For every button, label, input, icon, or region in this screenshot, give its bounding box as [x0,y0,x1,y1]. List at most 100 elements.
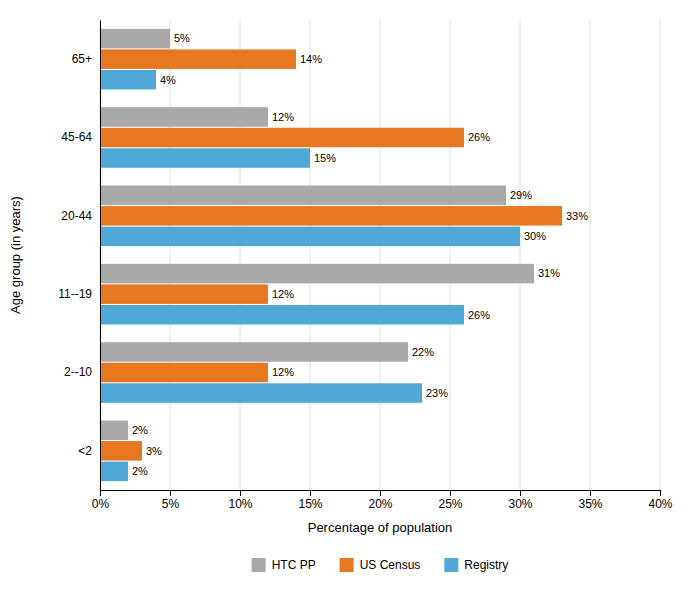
bar [100,70,156,90]
grid-line [100,20,101,490]
y-axis-title: Age group (in years) [8,196,23,314]
data-label: 5% [174,32,190,44]
tick: 11--19 [58,287,100,301]
bar [100,342,408,362]
tick: <2 [78,444,100,458]
tick-label: 0% [92,497,110,511]
tick-label: 35% [578,497,602,511]
grid-line [520,20,521,490]
legend-swatch [340,558,354,572]
legend-swatch [444,558,458,572]
tick-mark [450,490,451,496]
data-label: 33% [566,210,588,222]
tick-label: <2 [78,444,92,458]
legend-item: US Census [340,558,421,572]
tick-mark [520,490,521,496]
bar [100,305,464,325]
data-label: 22% [412,346,434,358]
bars [100,29,562,481]
y-axis: 65+ 45-64 20-44 11--19 2--10 <2 [58,21,100,491]
x-axis-title: Percentage of population [308,520,453,535]
bar [100,441,142,461]
data-label: 30% [524,230,546,242]
tick: 2--10 [64,365,100,379]
bar [100,206,562,226]
tick-mark [100,490,101,496]
data-label: 12% [272,288,294,300]
tick-mark [310,490,311,496]
tick: 0% [92,490,110,511]
bar-series [100,70,520,481]
bar [100,264,534,284]
tick-label: 11--19 [58,287,92,301]
bar [100,421,128,441]
bar-series [100,49,562,460]
bar [100,227,520,247]
tick-mark [380,490,381,496]
legend-item: HTC PP [252,558,316,572]
grid-line [660,20,661,490]
bar [100,29,170,49]
tick-label: 45-64 [61,130,92,144]
tick-label: 20% [368,497,392,511]
tick-label: 5% [162,497,180,511]
data-label: 12% [272,366,294,378]
tick-mark [590,490,591,496]
data-label: 26% [468,309,490,321]
tick: 65+ [72,52,100,66]
legend-label: US Census [360,558,421,572]
tick-label: 15% [298,497,322,511]
tick: 20% [368,490,392,511]
bar [100,107,268,127]
data-label: 2% [132,424,148,436]
grid-line [450,20,451,490]
grid-line [240,20,241,490]
legend-swatch [252,558,266,572]
tick: 20-44 [61,209,100,223]
axis-line [100,21,101,491]
data-labels: 5%12%29%31%22%2%14%26%33%12%12%3%4%15%30… [132,32,588,477]
grid-line [590,20,591,490]
legend-item: Registry [444,558,508,572]
legend-label: HTC PP [272,558,316,572]
tick-label: 25% [438,497,462,511]
data-label: 14% [300,53,322,65]
tick-label: 65+ [72,52,92,66]
tick-label: 20-44 [61,209,92,223]
tick-label: 2--10 [64,365,92,379]
data-label: 15% [314,152,336,164]
data-label: 4% [160,74,176,86]
data-label: 2% [132,465,148,477]
data-label: 29% [510,189,532,201]
tick-label: 10% [228,497,252,511]
axis-line [101,491,661,497]
bar [100,128,464,148]
bar-series [100,29,534,440]
grid-line [310,20,311,490]
tick: 30% [508,490,532,511]
bar [100,49,296,69]
grid [100,20,660,490]
grid-line [170,20,171,490]
chart: 5%12%29%31%22%2%14%26%33%12%12%3%4%15%30… [0,0,700,600]
data-label: 26% [468,131,490,143]
data-label: 12% [272,111,294,123]
tick: 40% [648,490,672,511]
legend-label: Registry [464,558,508,572]
bar [100,363,268,383]
tick-label: 40% [648,497,672,511]
bar [100,462,128,482]
tick: 35% [578,490,602,511]
tick: 25% [438,490,462,511]
bar [100,383,422,403]
bar [100,148,310,168]
tick-label: 30% [508,497,532,511]
tick-mark [170,490,171,496]
tick-mark [240,490,241,496]
tick: 5% [162,490,180,511]
tick: 10% [228,490,252,511]
x-axis: 0% 5% 10% 15% 20% 25% 30% 35% 40% [92,490,673,511]
tick-mark [660,490,661,496]
plot: 5%12%29%31%22%2%14%26%33%12%12%3%4%15%30… [8,20,673,535]
data-label: 23% [426,387,448,399]
